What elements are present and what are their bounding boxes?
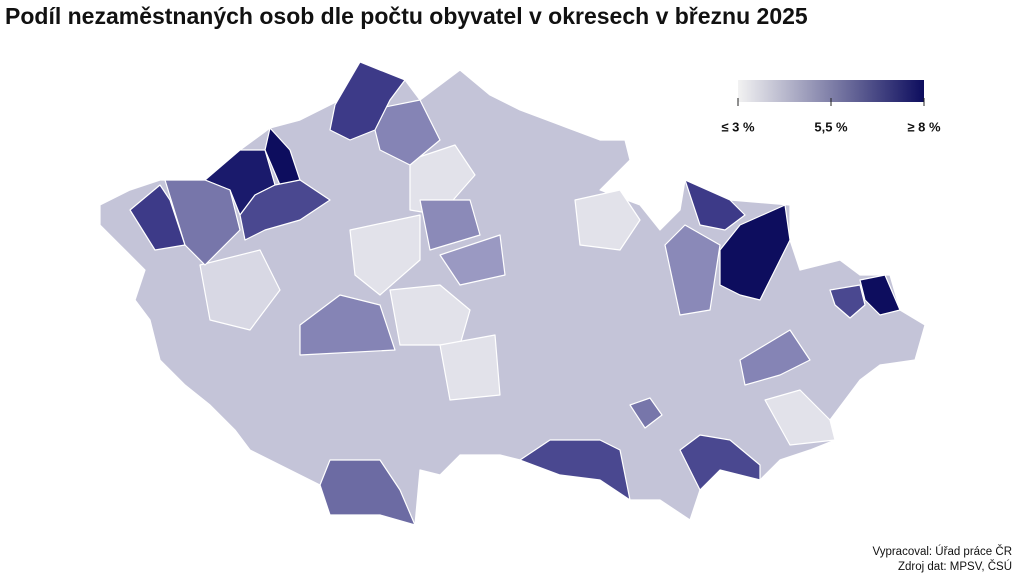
district xyxy=(629,397,663,429)
district xyxy=(519,439,631,501)
district xyxy=(369,99,441,166)
district xyxy=(319,459,416,526)
credit: Vypracoval: Úřad práce ČR xyxy=(872,545,1012,558)
district xyxy=(199,249,281,331)
district xyxy=(409,144,476,216)
district xyxy=(439,334,501,401)
legend: ≤ 3 % 5,5 % ≥ 8 % xyxy=(721,98,941,134)
district xyxy=(719,204,791,301)
district xyxy=(764,389,836,446)
district xyxy=(684,179,746,231)
district xyxy=(859,274,901,316)
map-title: Podíl nezaměstnaných osob dle počtu obyv… xyxy=(5,3,808,29)
district xyxy=(349,214,421,296)
district xyxy=(829,284,866,319)
district xyxy=(679,434,761,491)
district xyxy=(439,234,506,286)
district xyxy=(664,224,721,316)
district xyxy=(389,284,471,346)
district xyxy=(299,294,396,356)
legend-label: 5,5 % xyxy=(814,119,848,134)
district xyxy=(329,61,406,141)
district xyxy=(419,199,481,251)
districts xyxy=(99,61,926,526)
credit: Zdroj dat: MPSV, ČSÚ xyxy=(898,560,1012,573)
district xyxy=(164,179,241,266)
country-base xyxy=(99,61,926,526)
legend-label: ≤ 3 % xyxy=(721,119,755,134)
legend-gradient xyxy=(738,80,924,102)
district xyxy=(739,329,811,386)
district xyxy=(574,189,641,251)
district xyxy=(239,179,331,241)
legend-label: ≥ 8 % xyxy=(907,119,941,134)
